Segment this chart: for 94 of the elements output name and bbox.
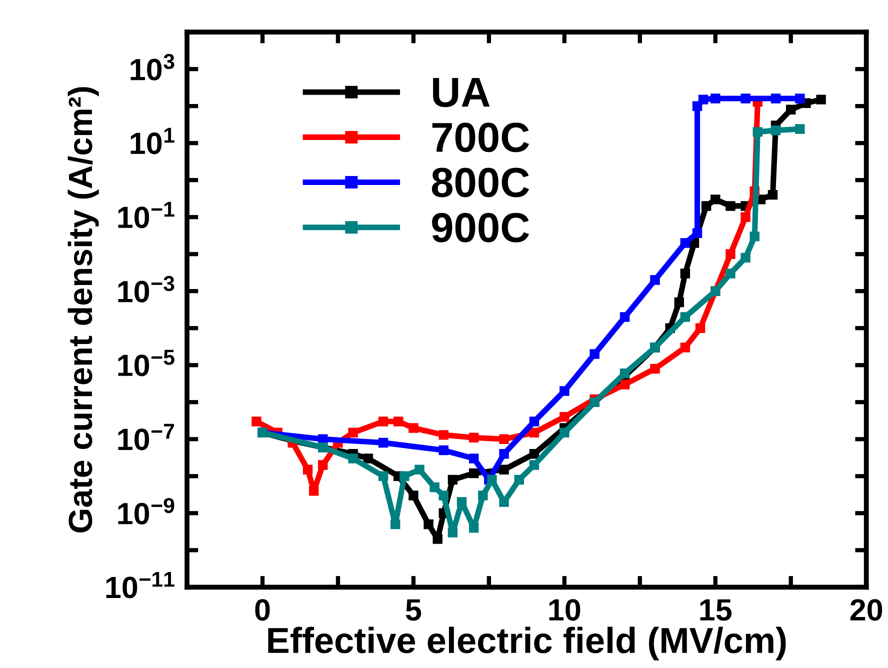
point [378,438,388,448]
point [726,268,736,278]
y-tick-label: 10$^{−7}$ [118,424,174,450]
point [529,428,540,438]
point [680,312,690,322]
point [740,252,750,263]
point [680,342,690,352]
point [468,454,479,464]
x-tick-label: 5 [406,599,422,621]
point [408,490,418,500]
point [740,94,750,104]
x-tick-label: 20 [850,599,882,621]
legend-label: 800C [432,168,530,198]
y-tick-label: 10$^{−3}$ [118,276,174,302]
point [726,249,736,259]
point [770,94,781,104]
point [378,471,388,482]
point [363,454,374,464]
point [701,201,712,211]
point [560,428,570,438]
point [499,464,509,474]
y-tick-label: 10$^{−5}$ [118,350,174,376]
point [424,519,434,530]
point [650,275,660,285]
point [499,497,509,507]
point [680,268,690,278]
x-tick-label: 15 [700,599,732,621]
x-axis-title: Effective electric field (MV/cm) [268,626,786,660]
point [795,124,805,134]
x-tick-label: 0 [255,599,270,621]
point [438,430,449,440]
legend-label: 900C [432,212,530,242]
y-axis-title: Gate current density (A/cm²) [68,87,99,532]
point [529,449,540,459]
point [478,490,488,500]
point [400,471,410,482]
point [710,94,720,104]
legend-label: UA [433,78,490,108]
point [620,312,630,322]
point [674,297,684,308]
y-tick-label: 10$^{1}$ [130,128,174,154]
point [393,416,404,426]
point [318,460,328,470]
point [768,190,778,200]
x-tick-label: 10 [549,599,580,621]
y-tick-label: 10$^{−9}$ [118,498,174,524]
point [529,460,540,470]
point [252,416,262,426]
point [468,432,479,442]
point [680,238,690,248]
point [302,464,313,474]
point [390,519,400,530]
point [650,364,660,374]
point [514,474,524,485]
point [726,201,736,211]
point [432,534,442,544]
point [438,490,449,500]
point [448,474,458,485]
point [620,380,630,390]
point [348,428,358,438]
point [348,454,358,464]
point [770,126,781,136]
point [468,468,479,478]
point [692,228,702,238]
point [378,416,388,426]
y-tick-label: 10$^{3}$ [130,54,174,80]
point [430,482,440,492]
point [695,323,706,333]
point [468,523,479,533]
point [560,412,570,422]
point [560,386,570,396]
point [408,423,418,433]
point [529,416,540,426]
point [590,349,600,359]
point [487,474,497,485]
point [620,368,630,378]
point [456,497,467,507]
point [740,212,750,222]
point [710,194,720,204]
point [414,464,424,474]
point [750,232,760,242]
legend-label: 700C [432,122,530,152]
point [698,94,708,104]
point [752,127,763,137]
y-tick-label: 10$^{−1}$ [118,202,174,228]
point [499,449,509,459]
point [816,94,826,104]
point [448,528,458,538]
point [438,445,449,456]
point [795,94,805,104]
point [308,486,319,496]
point [786,104,796,115]
y-tick-label: 10$^{−11}$ [106,572,174,598]
point [499,434,509,444]
